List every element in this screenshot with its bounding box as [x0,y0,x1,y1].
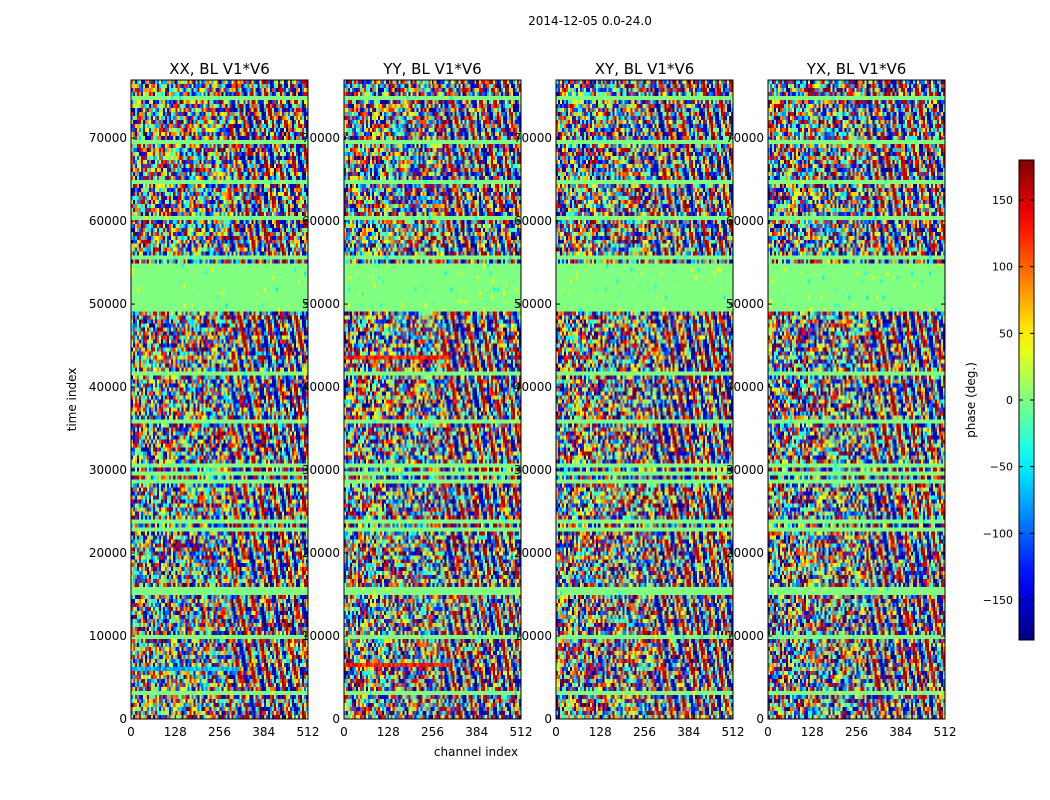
y-axis-label: time index [65,368,79,432]
x-tick-label: 256 [421,725,444,739]
y-tick-label: 30000 [514,463,552,477]
x-tick-label: 0 [340,725,348,739]
y-tick-label: 40000 [302,380,340,394]
y-tick-label: 70000 [726,131,764,145]
x-tick-label: 512 [510,725,533,739]
colorbar-tick-label: 50 [999,327,1013,340]
x-tick-label: 512 [934,725,957,739]
x-tick-label: 256 [845,725,868,739]
panel-title: YY, BL V1*V6 [382,60,481,78]
y-tick-label: 50000 [514,297,552,311]
colorbar-label: phase (deg.) [964,362,978,438]
y-tick-label: 70000 [514,131,552,145]
x-tick-label: 0 [552,725,560,739]
heatmap-xx [131,80,308,719]
y-tick-label: 10000 [302,629,340,643]
y-tick-label: 20000 [89,546,127,560]
x-tick-label: 256 [208,725,231,739]
y-tick-label: 10000 [726,629,764,643]
y-tick-label: 20000 [302,546,340,560]
y-tick-label: 60000 [89,214,127,228]
colorbar-tick-label: 150 [992,194,1013,207]
colorbar-tick-label: 0 [1006,394,1013,407]
colorbar: −150 −100 −50 0 50 100 150 phase (deg.) [964,159,1035,641]
figure-suptitle: 2014-12-05 0.0-24.0 [528,14,652,28]
y-tick-label: 70000 [89,131,127,145]
x-tick-label: 384 [465,725,488,739]
colorbar-tick-label: −150 [983,594,1013,607]
colorbar-tick-label: 100 [992,261,1013,274]
y-tick-label: 30000 [726,463,764,477]
colorbar-tick-label: −100 [983,527,1013,540]
y-tick-label: 0 [332,712,340,726]
heatmap-yy [344,80,521,719]
x-tick-label: 384 [252,725,275,739]
y-tick-label: 40000 [726,380,764,394]
y-tick-label: 60000 [302,214,340,228]
panel-title: YX, BL V1*V6 [806,60,907,78]
x-tick-label: 512 [297,725,320,739]
x-tick-label: 128 [589,725,612,739]
panel-xx: XX, BL V1*V6 0 128 256 384 512 0 10000 20000 3000… [89,60,320,739]
y-tick-label: 50000 [726,297,764,311]
x-tick-label: 0 [127,725,135,739]
panel-title: XY, BL V1*V6 [595,60,695,78]
panel-yx: YX, BL V1*V6 0 128 256 384 512 0 10000 20000 3000… [726,60,957,739]
y-tick-label: 70000 [302,131,340,145]
x-tick-label: 128 [377,725,400,739]
y-tick-label: 0 [119,712,127,726]
y-tick-label: 0 [756,712,764,726]
y-tick-label: 50000 [302,297,340,311]
y-tick-label: 30000 [302,463,340,477]
x-tick-label: 512 [722,725,745,739]
colorbar-tick-label: −50 [990,461,1013,474]
y-tick-label: 40000 [514,380,552,394]
y-tick-label: 50000 [89,297,127,311]
y-tick-label: 10000 [89,629,127,643]
heatmap-yx [768,80,945,719]
y-tick-label: 20000 [514,546,552,560]
x-tick-label: 128 [164,725,187,739]
panel-xy: XY, BL V1*V6 0 128 256 384 512 0 10000 20000 3000… [514,60,745,739]
x-tick-label: 256 [633,725,656,739]
y-tick-label: 20000 [726,546,764,560]
x-tick-label: 384 [677,725,700,739]
x-axis-label: channel index [434,745,518,759]
x-tick-label: 384 [889,725,912,739]
y-tick-label: 10000 [514,629,552,643]
x-tick-label: 0 [764,725,772,739]
heatmap-xy [556,80,733,719]
y-tick-label: 30000 [89,463,127,477]
y-tick-label: 40000 [89,380,127,394]
panel-title: XX, BL V1*V6 [169,60,270,78]
y-tick-label: 60000 [726,214,764,228]
x-tick-label: 128 [801,725,824,739]
panel-yy: YY, BL V1*V6 0 128 256 384 512 0 10000 20000 3000… [302,60,533,739]
y-tick-label: 0 [544,712,552,726]
y-tick-label: 60000 [514,214,552,228]
